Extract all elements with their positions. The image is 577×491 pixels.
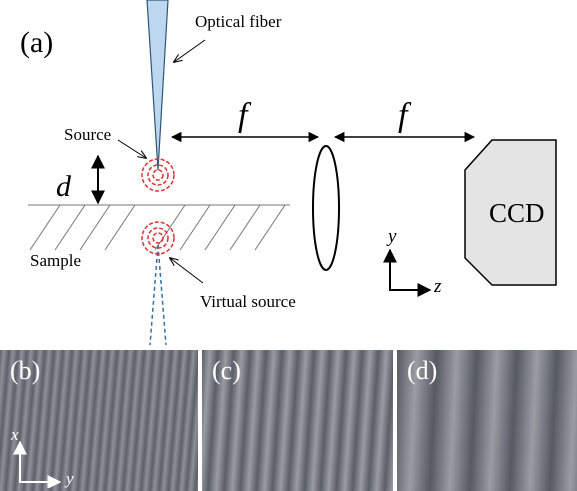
panel-a: (a) Optical fiber f f Source d Sample Vi… [0,0,577,350]
axis-label: x [10,428,19,444]
axes: x y [8,428,88,488]
pointer [118,140,146,158]
virtual-cone [158,245,166,345]
lens [313,146,339,270]
panel-label: (c) [212,356,241,386]
pointer [170,258,203,283]
label: f [398,97,412,134]
pointer [174,40,205,62]
fringe-image: (b) x y [0,350,198,491]
panel-label: (a) [20,26,53,59]
label: Virtual source [200,292,296,311]
panel-label: (b) [10,356,40,386]
axis-label: z [433,276,442,297]
label: Sample [30,251,81,270]
fringe-image: (d) [397,350,577,491]
source-waves [142,159,174,254]
label: d [56,170,72,203]
label: f [238,97,252,134]
fringe-image: (c) [202,350,393,491]
virtual-cone [150,245,158,345]
label: Optical fiber [195,12,282,31]
axis-label: y [64,469,74,488]
figure: (a) Optical fiber f f Source d Sample Vi… [0,0,577,491]
optical-fiber [147,0,168,170]
label: CCD [489,198,545,228]
axis-label: y [386,226,397,247]
panel-label: (d) [407,356,437,386]
label: Source [64,125,111,144]
